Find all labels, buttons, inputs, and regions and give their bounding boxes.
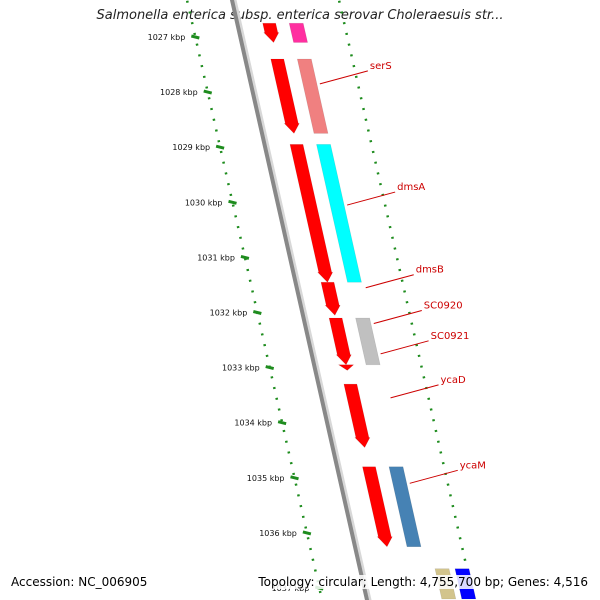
gene-feature-block [270,58,300,134]
gene-feature-block [355,317,381,366]
ruler-tick-label: 1030 kbp [185,198,223,207]
ruler-tick-label: 1036 kbp [259,529,297,538]
backbone-line [229,0,370,600]
map-title: Salmonella enterica subsp. enterica sero… [96,8,504,23]
gene-label: SC0921 [431,331,470,342]
topology-summary-text: Topology: circular; Length: 4,755,700 bp… [256,575,590,589]
ruler-tick-mark [265,365,275,371]
ruler-tick-label: 1029 kbp [172,143,210,152]
gene-label: serS [370,61,392,72]
gene-label: ycaM [460,460,486,471]
outer-dotted-track [337,0,476,600]
ruler-tick-mark [252,310,262,315]
gene-label: dmsB [416,265,444,276]
gene-feature-block [343,383,371,449]
ruler-dotted-track [185,0,324,600]
ruler-tick-mark [277,420,287,426]
gene-label-leader [373,310,422,325]
accession-text: Accession: NC_006905 [9,575,150,589]
ruler-tick-mark [290,475,299,481]
gene-label-leader [365,274,414,289]
backbone-shadow [233,0,372,600]
gene-label-leader [347,191,396,206]
gene-feature-block [288,22,308,43]
ruler-tick-label: 1033 kbp [222,364,260,373]
ruler-tick-label: 1031 kbp [197,253,235,262]
gene-feature-block [316,144,362,283]
gene-feature-block [362,466,393,548]
gene-label: ycaD [441,375,467,386]
gene-feature-block [388,466,422,548]
ruler-tick-label: 1035 kbp [247,474,285,483]
ruler-tick-label: 1032 kbp [210,309,248,318]
ruler-tick-mark [228,199,237,205]
gene-feature-block [262,22,280,44]
gene-feature-block [296,58,329,134]
gene-label-leader [380,340,429,355]
ruler-tick-mark [190,34,200,40]
gene-label-leader [319,70,368,85]
ruler-tick-mark [215,144,225,150]
gene-feature-block [320,281,341,316]
gene-feature-block [328,317,352,366]
gene-label: SC0920 [424,301,463,312]
ruler-tick-label: 1028 kbp [160,88,198,97]
gene-label-leader [390,384,439,399]
ruler-tick-label: 1027 kbp [148,33,186,42]
ruler-tick-mark [240,254,250,260]
gene-feature-block [337,364,355,371]
gene-feature-block [289,144,334,283]
ruler-tick-label: 1034 kbp [234,419,272,428]
ruler-tick-mark [302,530,312,536]
ruler-tick-mark [203,89,213,95]
gene-label: dmsA [397,182,425,193]
gene-label-leader [409,469,458,484]
